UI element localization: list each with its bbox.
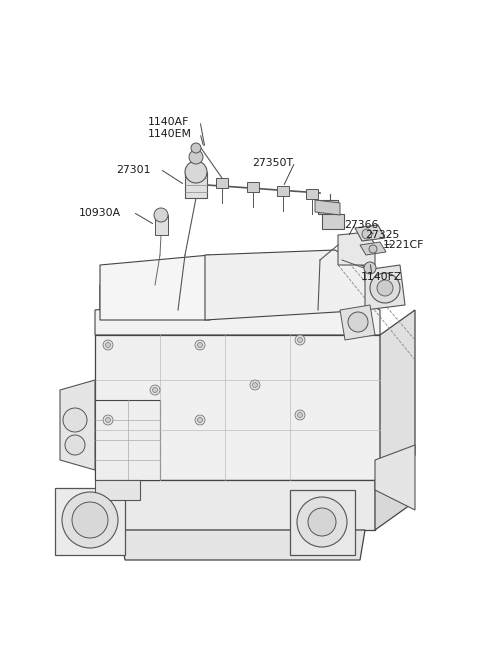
Polygon shape xyxy=(95,335,380,480)
Polygon shape xyxy=(205,250,370,320)
Polygon shape xyxy=(65,537,115,545)
Circle shape xyxy=(298,413,302,417)
Polygon shape xyxy=(65,529,115,537)
Circle shape xyxy=(197,417,203,422)
Polygon shape xyxy=(65,513,115,521)
Circle shape xyxy=(189,150,203,164)
Polygon shape xyxy=(110,480,375,530)
Polygon shape xyxy=(355,225,385,241)
Bar xyxy=(318,200,338,214)
Bar xyxy=(216,178,228,188)
Polygon shape xyxy=(95,480,140,500)
Polygon shape xyxy=(340,305,375,340)
Polygon shape xyxy=(65,521,115,529)
Polygon shape xyxy=(100,265,365,310)
Circle shape xyxy=(72,502,108,538)
Text: 10930A: 10930A xyxy=(79,208,121,218)
Circle shape xyxy=(295,335,305,345)
Polygon shape xyxy=(100,255,210,320)
Circle shape xyxy=(191,143,201,153)
Polygon shape xyxy=(60,380,95,470)
Bar xyxy=(306,189,318,199)
Polygon shape xyxy=(155,215,168,235)
Polygon shape xyxy=(120,530,365,560)
Text: 1140AF: 1140AF xyxy=(148,117,190,127)
Circle shape xyxy=(103,340,113,350)
Polygon shape xyxy=(55,488,125,555)
Text: 27301: 27301 xyxy=(116,165,151,175)
Circle shape xyxy=(370,273,400,303)
Polygon shape xyxy=(185,172,207,198)
Circle shape xyxy=(297,497,347,547)
Polygon shape xyxy=(65,545,115,553)
Text: 27350T: 27350T xyxy=(252,158,293,168)
Circle shape xyxy=(298,337,302,342)
Polygon shape xyxy=(95,400,160,480)
Circle shape xyxy=(195,415,205,425)
Circle shape xyxy=(369,245,377,253)
Text: 1140EM: 1140EM xyxy=(148,129,192,139)
Text: 27325: 27325 xyxy=(365,230,399,240)
Bar xyxy=(277,186,289,196)
Text: 27366: 27366 xyxy=(344,220,378,230)
Circle shape xyxy=(252,382,257,388)
Circle shape xyxy=(377,280,393,296)
Circle shape xyxy=(65,435,85,455)
Circle shape xyxy=(295,410,305,420)
Circle shape xyxy=(185,161,207,183)
Bar xyxy=(247,182,259,192)
Circle shape xyxy=(348,312,368,332)
Polygon shape xyxy=(375,455,410,530)
Circle shape xyxy=(106,417,110,422)
Bar xyxy=(322,214,344,229)
Polygon shape xyxy=(375,445,415,510)
Polygon shape xyxy=(380,310,415,480)
Circle shape xyxy=(308,508,336,536)
Circle shape xyxy=(106,342,110,348)
Polygon shape xyxy=(290,490,355,555)
Polygon shape xyxy=(365,265,405,310)
Polygon shape xyxy=(315,200,340,215)
Text: 1221CF: 1221CF xyxy=(383,240,424,250)
Polygon shape xyxy=(360,242,386,255)
Circle shape xyxy=(150,385,160,395)
Circle shape xyxy=(153,388,157,392)
Text: 1140FZ: 1140FZ xyxy=(361,272,402,282)
Circle shape xyxy=(195,340,205,350)
Polygon shape xyxy=(65,505,115,513)
Circle shape xyxy=(154,208,168,222)
Circle shape xyxy=(364,262,376,274)
Circle shape xyxy=(197,342,203,348)
Circle shape xyxy=(63,408,87,432)
Circle shape xyxy=(103,415,113,425)
Circle shape xyxy=(362,229,372,239)
Circle shape xyxy=(250,380,260,390)
Circle shape xyxy=(62,492,118,548)
Polygon shape xyxy=(95,285,380,335)
Polygon shape xyxy=(338,232,375,265)
